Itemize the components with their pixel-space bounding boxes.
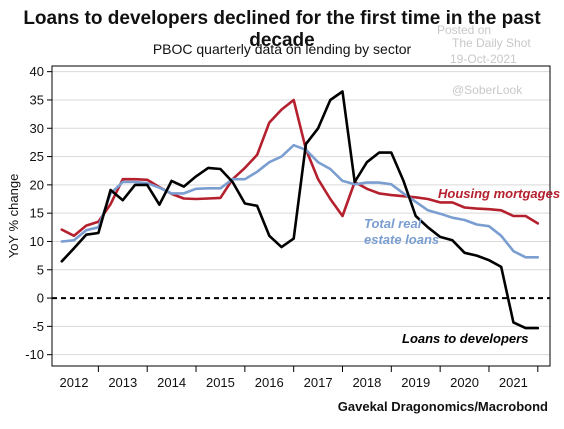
series-label-real_estate: estate loans [364, 232, 439, 247]
x-tick-label: 2017 [304, 375, 333, 390]
y-axis-label: YoY % change [6, 174, 21, 259]
watermark-line-1: Posted on [437, 23, 492, 37]
y-tick-label: 0 [37, 291, 44, 306]
plot-frame [51, 65, 551, 367]
watermark-line-3: 19-Oct-2021 [450, 52, 517, 66]
x-tick-label: 2012 [60, 375, 89, 390]
x-tick-label: 2015 [206, 375, 235, 390]
y-tick-label: 10 [30, 234, 44, 249]
y-tick-label: -5 [32, 319, 44, 334]
y-tick-label: -10 [25, 347, 44, 362]
series-label-housing: Housing mortgages [438, 186, 560, 201]
y-tick-label: 40 [30, 64, 44, 79]
series-line-developers [60, 90, 540, 330]
source-credit: Gavekal Dragonomics/Macrobond [337, 399, 548, 414]
y-tick-label: 5 [37, 262, 44, 277]
x-tick-label: 2013 [108, 375, 137, 390]
chart-title: Loans to developers declined for the fir… [23, 8, 541, 51]
grid-lines [52, 71, 550, 356]
chart-subtitle: PBOC quarterly data on lending by sector [152, 41, 412, 57]
axes: -10 -5 0 5 10 15 20 25 30 35 40 2012 2013 2014 2015 201… [6, 64, 551, 390]
y-tick-label: 25 [30, 149, 44, 164]
y-tick-label: 20 [30, 177, 44, 192]
data-series [60, 90, 540, 330]
x-tick-label: 2021 [499, 375, 528, 390]
watermark-line-2: The Daily Shot [452, 36, 531, 50]
series-label-real_estate: Total real [364, 216, 422, 231]
series-line-real_estate [60, 143, 540, 259]
x-tick-label: 2014 [157, 375, 186, 390]
x-tick-label: 2019 [401, 375, 430, 390]
y-tick-label: 30 [30, 121, 44, 136]
y-tick-label: 15 [30, 206, 44, 221]
x-tick-label: 2016 [255, 375, 284, 390]
series-label-developers: Loans to developers [402, 331, 528, 346]
series-line-housing [60, 98, 540, 238]
y-tick-label: 35 [30, 92, 44, 107]
watermark-line-4: @SoberLook [452, 83, 523, 97]
x-tick-label: 2018 [352, 375, 381, 390]
x-tick-label: 2020 [450, 375, 479, 390]
